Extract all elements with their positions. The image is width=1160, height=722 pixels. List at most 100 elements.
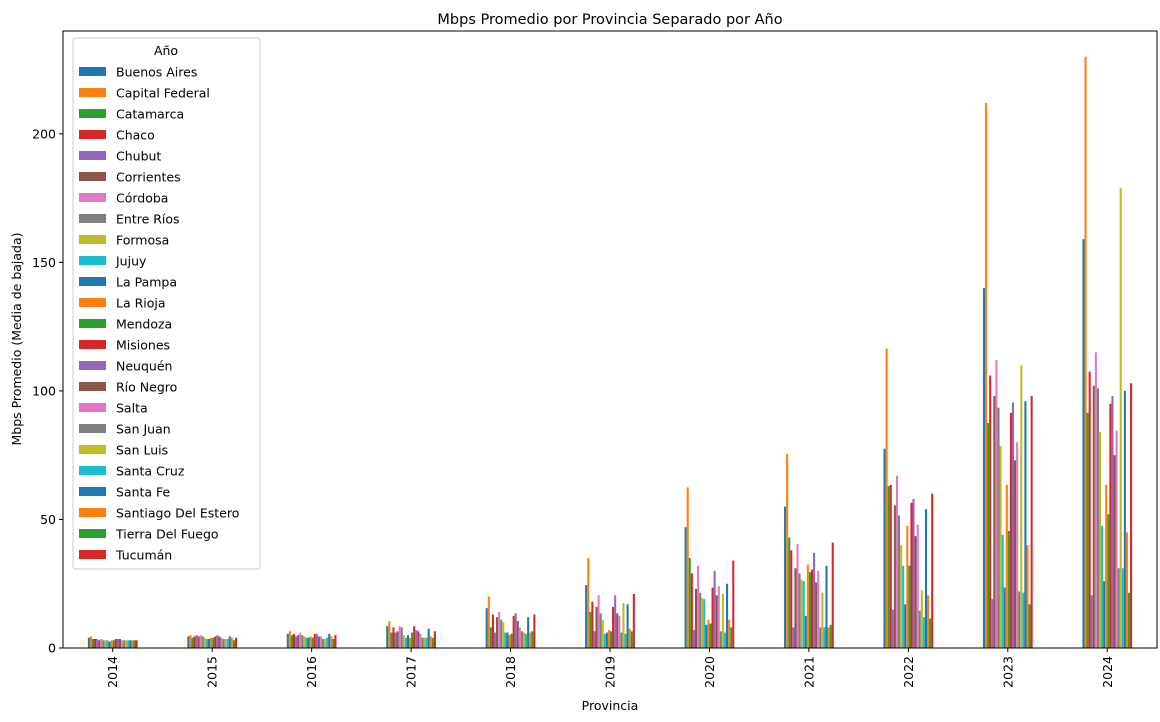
bar (1094, 352, 1097, 648)
bar (589, 612, 592, 648)
bar (788, 537, 791, 648)
bar (1003, 587, 1006, 648)
legend-swatch (79, 235, 106, 244)
bar (220, 637, 223, 648)
bar (1130, 383, 1133, 648)
bar (1105, 484, 1108, 648)
bar (709, 623, 712, 648)
bar (485, 608, 488, 648)
bar (806, 564, 809, 648)
bar (728, 619, 731, 648)
bar (829, 624, 832, 648)
legend-entry-label: Tucumán (115, 548, 172, 563)
bar (705, 624, 708, 648)
legend-entry-label: Santiago Del Estero (116, 506, 239, 521)
bar (699, 592, 702, 648)
bar (898, 515, 901, 648)
bar (690, 573, 693, 648)
legend-swatch (79, 172, 106, 181)
bar (98, 640, 101, 648)
bar (307, 637, 310, 648)
bar (404, 637, 407, 648)
bar (222, 639, 225, 648)
bar (1011, 402, 1015, 648)
bar (214, 636, 217, 648)
bar (605, 632, 608, 648)
legend-entry-label: San Luis (116, 443, 168, 458)
bar (504, 632, 507, 648)
bar (106, 640, 109, 648)
legend-swatch (79, 193, 106, 202)
bar (1119, 187, 1122, 648)
legend-swatch (79, 403, 106, 412)
legend-swatch (79, 88, 106, 97)
bar (301, 635, 304, 648)
bar (1123, 390, 1126, 648)
bar (322, 639, 325, 648)
bar (987, 423, 990, 648)
bar (927, 595, 930, 648)
bar (908, 565, 911, 648)
bar (810, 569, 814, 648)
x-tick-label: 2023 (1000, 656, 1015, 688)
bars-layer (87, 56, 1133, 649)
bar (587, 558, 590, 648)
bar (1090, 595, 1093, 648)
x-tick-label: 2017 (404, 656, 419, 688)
bar (394, 632, 397, 648)
bar (1109, 403, 1112, 648)
bar (118, 639, 122, 648)
bar (92, 639, 95, 648)
bar (585, 585, 588, 648)
legend-entry-label: Misiones (116, 338, 170, 353)
bar (133, 640, 136, 648)
bar (1125, 532, 1128, 648)
bar (187, 636, 190, 648)
bar (392, 627, 395, 648)
bar (1101, 525, 1104, 648)
bar (808, 572, 811, 648)
legend-swatch (79, 487, 106, 496)
bar (512, 615, 515, 648)
bar (1088, 371, 1091, 648)
legend-entry-label: Formosa (116, 233, 169, 248)
bar (123, 640, 126, 648)
bar (425, 637, 428, 648)
bar (1084, 56, 1087, 648)
legend-entry-label: Capital Federal (116, 86, 210, 101)
bar (386, 626, 389, 648)
bar (427, 628, 430, 648)
bar (632, 594, 635, 648)
bar (887, 486, 890, 648)
bar (423, 637, 426, 648)
legend-entry-label: Salta (116, 401, 148, 416)
bar (487, 596, 490, 648)
bar (1103, 581, 1106, 648)
bar (290, 635, 293, 648)
legend-entry-label: La Pampa (116, 275, 177, 290)
bar (825, 565, 828, 648)
bar (525, 633, 528, 648)
legend-swatch (79, 109, 106, 118)
bar (419, 633, 422, 648)
bar (309, 636, 312, 648)
bar (713, 570, 716, 649)
bar (199, 635, 202, 648)
bar (821, 592, 824, 648)
bar (400, 627, 403, 648)
bar (701, 597, 704, 648)
legend-entry-label: San Juan (116, 422, 171, 437)
legend-swatch (79, 424, 106, 433)
bar (1030, 396, 1033, 648)
bar (1007, 531, 1010, 648)
legend-entry-label: Santa Cruz (116, 464, 185, 479)
bar (230, 637, 233, 648)
bar (390, 632, 393, 648)
bar (224, 639, 227, 648)
bar (529, 632, 532, 648)
bar (719, 631, 722, 648)
bar (1107, 514, 1110, 648)
bar (906, 525, 909, 648)
bar (1024, 401, 1027, 648)
